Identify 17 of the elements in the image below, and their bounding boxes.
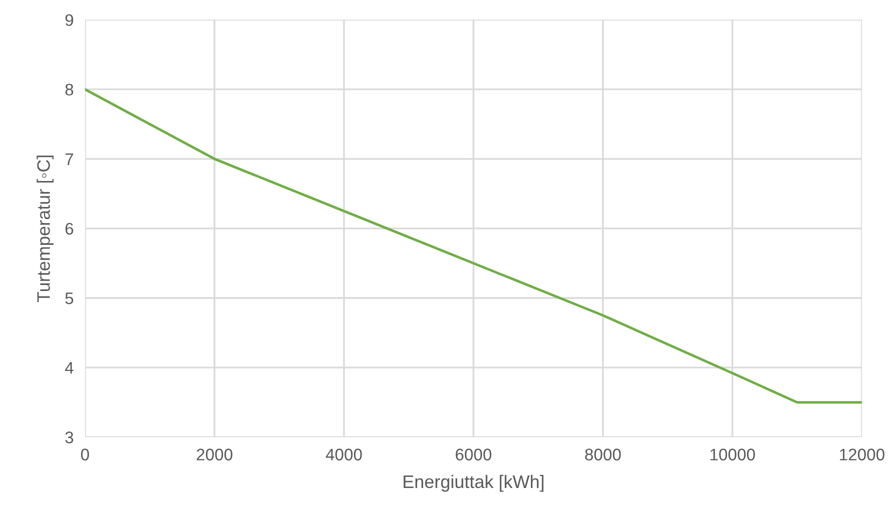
- y-tick-label: 3: [65, 432, 74, 444]
- x-tick-label: 8000: [585, 448, 621, 460]
- line-series: [85, 88, 862, 404]
- y-tick-label: 6: [65, 222, 74, 235]
- x-tick-label: 4000: [326, 448, 362, 460]
- x-tick-label: 2000: [196, 448, 232, 460]
- y-tick-label: 7: [66, 153, 74, 165]
- x-tick-label: 10000: [710, 448, 755, 460]
- x-tick-label: 0: [81, 448, 90, 460]
- y-tick-label: 8: [65, 84, 74, 96]
- x-axis-title: Energiuttak [kWh]: [404, 474, 544, 492]
- y-tick-label: 9: [65, 14, 74, 26]
- x-tick-label: 6000: [456, 448, 492, 460]
- y-axis-title: Turtemperatur [◦C]: [36, 156, 54, 302]
- y-tick-label: 4: [65, 362, 74, 374]
- y-tick-label: 5: [65, 292, 74, 304]
- x-tick-label: 12000: [840, 448, 884, 460]
